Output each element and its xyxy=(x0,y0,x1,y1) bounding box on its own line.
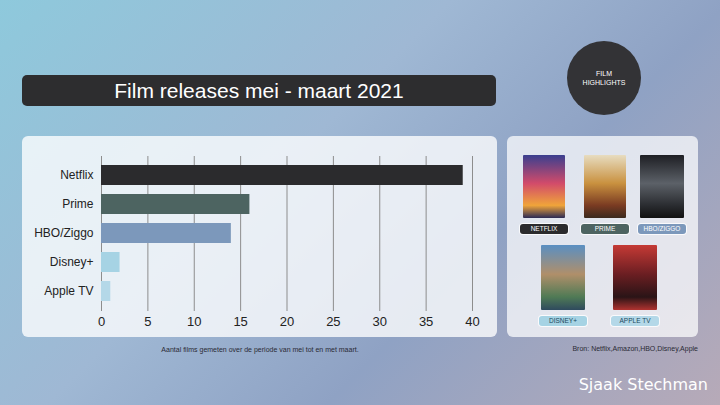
svg-text:Disney+: Disney+ xyxy=(50,255,94,269)
html-text:PRIME: PRIME xyxy=(594,225,616,232)
html-text:NETFLIX: NETFLIX xyxy=(530,225,558,232)
html-text:APPLE TV: APPLE TV xyxy=(619,317,651,324)
svg-text:0: 0 xyxy=(98,314,105,329)
html-text:Sjaak Stechman: Sjaak Stechman xyxy=(578,375,708,394)
svg-text:5: 5 xyxy=(144,314,151,329)
svg-text:30: 30 xyxy=(373,314,387,329)
svg-text:35: 35 xyxy=(419,314,433,329)
svg-text:25: 25 xyxy=(326,314,340,329)
svg-text:10: 10 xyxy=(187,314,201,329)
html-text:Bron: Netflix,Amazon,HBO,Disne: Bron: Netflix,Amazon,HBO,Disney,Apple xyxy=(572,345,698,352)
html-text:FILM HIGHLIGHTS: FILM HIGHLIGHTS xyxy=(582,70,626,86)
svg-text:Apple TV: Apple TV xyxy=(44,284,93,298)
html-text:HBO/ZIGGO: HBO/ZIGGO xyxy=(643,225,681,232)
svg-text:HBO/Ziggo: HBO/Ziggo xyxy=(34,226,94,240)
svg-text:Netflix: Netflix xyxy=(60,168,93,182)
html-text:Film releases mei - maart 2021: Film releases mei - maart 2021 xyxy=(114,79,404,102)
html-text:Aantal films gemeten over de p: Aantal films gemeten over de periode van… xyxy=(161,346,359,353)
svg-text:Prime: Prime xyxy=(62,197,94,211)
html-text:DISNEY+: DISNEY+ xyxy=(549,317,577,324)
svg-text:40: 40 xyxy=(465,314,479,329)
svg-text:15: 15 xyxy=(233,314,247,329)
svg-text:20: 20 xyxy=(280,314,294,329)
